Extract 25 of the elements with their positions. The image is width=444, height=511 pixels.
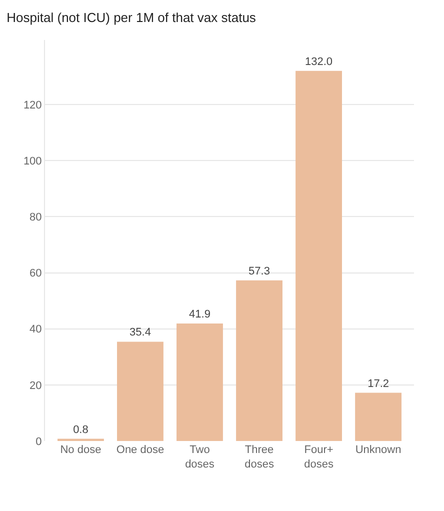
data-label: 17.2 [368,378,389,390]
x-tick-label: Two doses [185,444,215,470]
bar [355,392,402,441]
data-label: 57.3 [248,265,270,278]
y-tick-label: 40 [30,324,42,336]
y-tick-label: 60 [30,268,42,280]
bar [236,280,282,441]
y-tick-label: 120 [23,99,42,112]
y-tick-label: 80 [30,212,42,224]
data-label: 35.4 [130,326,151,339]
y-tick-label: 100 [23,155,42,168]
x-tick-label: No dose [60,444,102,456]
y-tick-label: 20 [30,380,42,392]
chart-title: Hospital (not ICU) per 1M of that vax status [6,10,256,25]
x-tick-label: One dose [116,444,164,456]
x-tick-label: Four+ doses [304,444,334,470]
data-label: 132.0 [305,56,333,68]
bar [296,70,342,441]
data-label: 41.9 [189,308,210,320]
bar [117,342,164,441]
bar [176,324,223,441]
x-tick-label: Three doses [244,444,274,470]
x-tick-label: Unknown [355,444,402,456]
y-tick-label: 0 [36,436,42,448]
data-label: 0.8 [73,424,88,436]
